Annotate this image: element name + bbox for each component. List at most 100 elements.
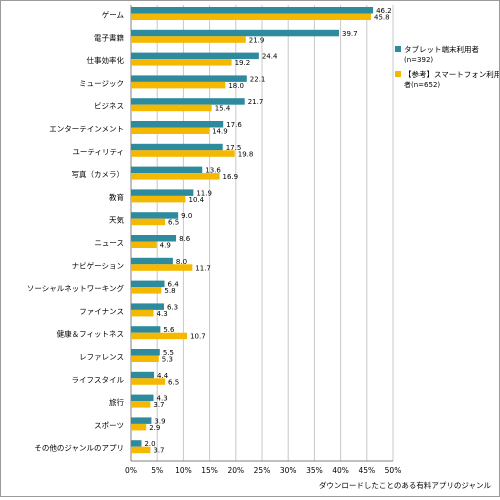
bar-smartphone [131,150,235,157]
value-label-smartphone: 19.2 [235,59,251,67]
value-label-tablet: 11.9 [196,189,212,197]
value-label-smartphone: 21.9 [249,36,265,44]
bar-smartphone [131,13,371,20]
bar-tablet [131,371,155,379]
value-label-smartphone: 15.4 [215,105,231,113]
legend-label-tablet-line2: (n=392) [404,56,433,64]
x-tick-label: 45% [358,466,375,475]
value-label-tablet: 4.3 [157,395,168,403]
bar-tablet [131,52,259,60]
value-label-smartphone: 45.8 [374,14,390,22]
bar-smartphone [131,332,188,340]
category-label: ゲーム [102,11,124,20]
bar-tablet [131,417,152,424]
x-axis-label: ダウンロードしたことのある有料アプリのジャンル [319,480,492,490]
value-labels: 46.245.8 39.7 21.9 24.4 19.2 22.1 18.0 21.7 15.4… [144,7,391,455]
bar-tablet [131,166,203,174]
category-label: ソーシャルネットワーキング [27,283,125,293]
category-label: 写真（カメラ） [72,169,125,179]
bar-tablet [131,257,173,265]
grid-lines [130,5,394,462]
value-label-tablet: 17.6 [226,121,242,129]
category-label: 旅行 [109,397,124,407]
value-label-tablet: 39.7 [342,30,358,38]
value-label-smartphone: 5.8 [164,287,175,295]
legend-swatch-tablet [395,46,401,52]
bar-smartphone [131,355,159,362]
value-label-smartphone: 19.8 [238,150,254,158]
legend-label-smartphone-line2: 者(n=652) [404,81,440,89]
value-label-smartphone: 3.7 [153,401,164,409]
bar-smartphone [131,104,212,112]
value-label-smartphone: 3.7 [153,447,164,455]
value-label-smartphone: 6.5 [168,378,179,386]
value-label-smartphone: 5.3 [162,356,173,364]
value-label-tablet: 24.4 [262,53,278,61]
value-label-tablet: 21.7 [248,98,264,106]
value-label-smartphone: 10.7 [190,333,206,341]
category-label: ライフスタイル [72,375,125,384]
category-label: ユーティリティ [72,147,124,156]
value-label-tablet: 8.0 [176,258,187,266]
bar-tablet [131,7,374,14]
category-label: スポーツ [94,421,124,430]
category-label: ニュース [94,239,124,248]
bar-smartphone [131,401,151,408]
x-tick-label: 35% [306,466,323,475]
bar-tablet [131,189,194,196]
bar-smartphone [131,264,193,271]
bar-smartphone [131,59,232,66]
category-labels: ゲーム電子書籍仕事効率化ミュージックビジネスエンターテインメントユーティリティ写… [27,11,125,453]
value-label-tablet: 3.9 [154,417,165,425]
value-label-smartphone: 10.4 [188,196,204,204]
category-label: その他のジャンルのアプリ [34,443,124,453]
value-label-tablet: 17.5 [226,144,242,152]
bar-tablet [131,212,179,219]
value-label-tablet: 13.6 [205,167,221,175]
category-label: ファイナンス [79,307,124,316]
value-label-smartphone: 18.0 [228,82,244,90]
bar-tablet [131,326,161,333]
legend-swatch-smartphone [395,71,401,77]
x-tick-label: 20% [227,466,244,475]
x-tick-label: 30% [280,466,297,475]
category-label: 仕事効率化 [87,55,125,65]
bar-smartphone [131,378,166,385]
x-tick-label: 40% [332,466,349,475]
bar-tablet [131,280,165,288]
bar-tablet [131,349,160,356]
bars [131,7,374,454]
x-tick-label: 15% [201,466,218,475]
value-label-tablet: 2.0 [144,440,155,448]
value-label-tablet: 6.4 [168,281,180,289]
category-label: ビジネス [94,102,124,111]
bar-smartphone [131,309,154,317]
x-tick-labels: 0% 5% 10% 15% 20% 25% 30% 35% 40% 45% 50% [125,466,401,475]
bar-smartphone [131,446,151,454]
category-label: レファレンス [79,353,124,362]
bar-smartphone [131,127,210,134]
bar-tablet [131,235,177,242]
value-label-smartphone: 4.9 [160,242,171,250]
category-label: ミュージック [79,79,124,88]
bar-smartphone [131,218,166,226]
value-label-tablet: 22.1 [250,75,266,83]
value-label-tablet: 5.5 [163,349,174,357]
x-tick-label: 10% [175,466,192,475]
value-label-smartphone: 11.7 [195,264,211,272]
category-label: エンターテインメント [49,125,124,134]
value-label-tablet: 6.3 [167,303,178,311]
value-label-smartphone: 14.9 [212,128,228,136]
value-label-tablet: 46.2 [376,7,392,15]
x-tick-label: 50% [385,466,402,475]
value-label-smartphone: 2.9 [149,424,160,432]
bar-tablet [131,121,224,128]
bar-smartphone [131,287,162,294]
value-label-smartphone: 4.3 [157,310,168,318]
legend-label-tablet-line1: タブレット端末利用者 [404,44,479,54]
bar-smartphone [131,173,220,180]
bar-smartphone [131,36,246,43]
x-tick-label: 5% [151,466,163,475]
bar-smartphone [131,423,147,431]
x-tick-label: 0% [125,466,137,475]
